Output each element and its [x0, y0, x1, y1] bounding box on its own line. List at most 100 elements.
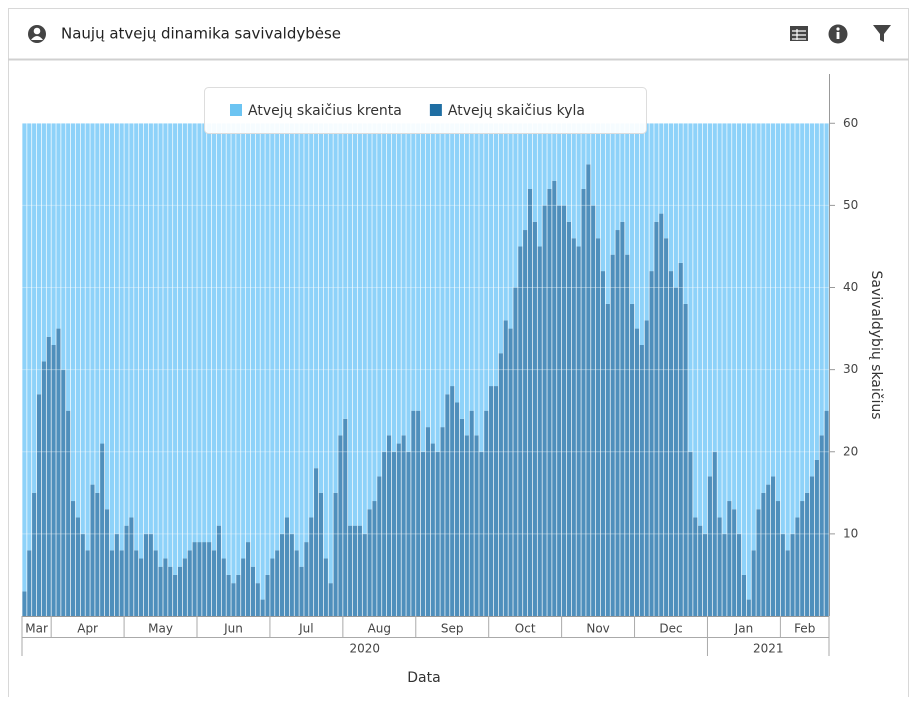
bar-segment: [435, 451, 440, 616]
bar-segment: [435, 123, 440, 452]
bar-segment: [547, 188, 552, 616]
bar-segment: [221, 123, 226, 559]
bar-segment: [795, 517, 800, 616]
widget-title: Naujų atvejų dinamika savivaldybėse: [61, 25, 341, 43]
bar-segment: [746, 599, 751, 616]
bar-segment: [688, 123, 693, 452]
bar-segment: [503, 123, 508, 321]
bar-segment: [372, 501, 377, 616]
bar-segment: [493, 123, 499, 387]
filter-icon[interactable]: [873, 25, 891, 42]
bar-segment: [51, 345, 56, 616]
bar-segment: [698, 525, 703, 616]
bar-segment: [552, 180, 557, 616]
x-tick-label: Jan: [734, 622, 754, 636]
bar-segment: [508, 123, 513, 329]
bar-segment: [455, 402, 460, 616]
bar-segment: [673, 123, 678, 288]
table-icon[interactable]: [790, 26, 808, 41]
bar-segment: [36, 394, 42, 616]
bar-segment: [284, 517, 290, 616]
bar-segment: [615, 123, 620, 231]
bar-segment: [100, 123, 105, 444]
bar-segment: [552, 123, 557, 181]
x-tick-label: Feb: [794, 622, 815, 636]
bar-segment: [741, 574, 747, 616]
bar-segment: [323, 123, 328, 559]
legend-label: Atvejų skaičius krenta: [248, 103, 402, 119]
bar-segment: [386, 435, 392, 616]
bar-segment: [280, 123, 285, 534]
bar-segment: [615, 230, 620, 616]
bar-segment: [236, 574, 241, 616]
bar-segment: [216, 123, 221, 526]
bar-segment: [182, 558, 187, 616]
bar-segment: [275, 123, 280, 551]
bar-segment: [75, 123, 80, 518]
bar-segment: [722, 123, 727, 534]
legend-label: Atvejų skaičius kyla: [448, 103, 585, 119]
bar-segment: [270, 558, 275, 616]
bar-segment: [187, 123, 192, 551]
bar-segment: [532, 123, 537, 222]
bar-segment: [489, 386, 494, 616]
bar-segment: [761, 492, 766, 616]
bar-segment: [119, 123, 124, 551]
bar-segment: [231, 123, 236, 584]
bar-segment: [596, 238, 601, 616]
bar-segment: [673, 287, 678, 616]
bar-segment: [639, 345, 644, 616]
bar-segment: [605, 303, 610, 616]
bar-segment: [192, 123, 197, 543]
x-tick-label: Aug: [368, 622, 391, 636]
bar-segment: [425, 427, 431, 616]
bar-segment: [338, 123, 343, 436]
bar-segment: [51, 123, 56, 345]
bar-segment: [27, 123, 32, 551]
bar-segment: [153, 550, 158, 616]
bar-segment: [411, 123, 416, 411]
bar-segment: [464, 123, 469, 436]
bar-segment: [134, 550, 139, 616]
x-tick-label: Jun: [223, 622, 243, 636]
bar-segment: [581, 188, 586, 616]
bar-segment: [95, 123, 100, 493]
bar-segment: [469, 410, 474, 616]
bar-segment: [299, 123, 304, 567]
bar-segment: [284, 123, 290, 518]
bar-segment: [343, 418, 348, 616]
bar-segment: [780, 123, 785, 534]
bar-segment: [693, 123, 698, 518]
bar-segment: [27, 550, 32, 616]
bar-segment: [746, 123, 751, 600]
bar-segment: [46, 336, 51, 616]
bar-segment: [756, 509, 761, 616]
bar-segment: [498, 353, 503, 616]
bar-segment: [668, 271, 674, 616]
bar-segment: [474, 123, 479, 436]
bar-segment: [771, 123, 776, 477]
bar-segment: [372, 123, 377, 502]
bar-segment: [56, 123, 61, 329]
bar-segment: [780, 533, 785, 616]
bar-segment: [41, 361, 46, 616]
bar-segment: [95, 492, 100, 616]
bar-segment: [795, 123, 800, 518]
bar-segment: [824, 410, 829, 616]
bar-segment: [221, 558, 226, 616]
info-icon[interactable]: [828, 24, 848, 44]
bar-segment: [357, 123, 362, 526]
bar-segment: [693, 517, 698, 616]
bar-segment: [352, 525, 358, 616]
user-icon: [28, 25, 46, 43]
bar-segment: [61, 123, 66, 370]
bar-segment: [362, 533, 367, 616]
bar-segment: [202, 123, 207, 543]
bar-segment: [425, 123, 431, 428]
bar-segment: [168, 566, 173, 616]
bar-segment: [464, 435, 469, 616]
bar-segment: [717, 123, 722, 518]
bar-segment: [396, 443, 401, 616]
bar-segment: [377, 123, 382, 477]
x-tick-label: Mar: [25, 622, 48, 636]
